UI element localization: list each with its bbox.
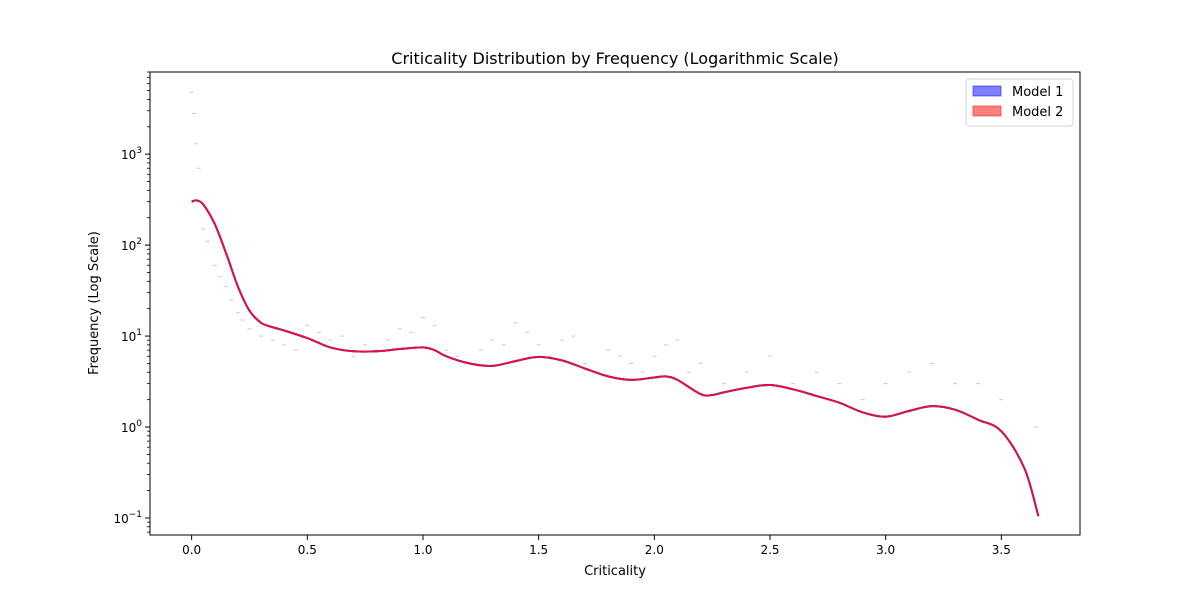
- x-axis: 0.0 0.5 1.0 1.5 2.0 2.5 3.0 3.5: [182, 535, 1011, 557]
- y-axis-label: Frequency (Log Scale): [87, 231, 102, 375]
- x-tick-label: 3.5: [992, 543, 1011, 557]
- y-tick-label: 100: [121, 419, 142, 435]
- x-tick-label: 0.0: [182, 543, 201, 557]
- x-axis-label: Criticality: [584, 564, 646, 579]
- x-tick-label: 2.0: [645, 543, 664, 557]
- x-tick-label: 1.0: [413, 543, 432, 557]
- x-tick-label: 1.5: [529, 543, 548, 557]
- x-tick-label: 3.0: [876, 543, 895, 557]
- legend-label-model-1: Model 1: [1012, 85, 1063, 100]
- legend-swatch-model-1: [972, 85, 1002, 97]
- x-tick-label: 0.5: [298, 543, 317, 557]
- plot-frame: [149, 71, 1081, 536]
- series-line-2: [191, 199, 1040, 517]
- series-line-1: [191, 199, 1040, 517]
- histogram-ticks-layer: [189, 91, 1039, 428]
- legend: Model 1 Model 2: [965, 78, 1074, 127]
- y-tick-label: 103: [121, 146, 142, 162]
- chart-title: Criticality Distribution by Frequency (L…: [391, 49, 838, 68]
- y-tick-label: 101: [121, 328, 142, 344]
- x-tick-label: 2.5: [760, 543, 779, 557]
- legend-swatch-model-2: [972, 105, 1002, 117]
- y-tick-label: 10−1: [113, 510, 142, 526]
- y-tick-label: 102: [121, 237, 142, 253]
- series-lines-layer: [191, 199, 1040, 517]
- legend-label-model-2: Model 2: [1012, 105, 1063, 120]
- y-axis: 10−1 100 101 102 103: [113, 71, 150, 533]
